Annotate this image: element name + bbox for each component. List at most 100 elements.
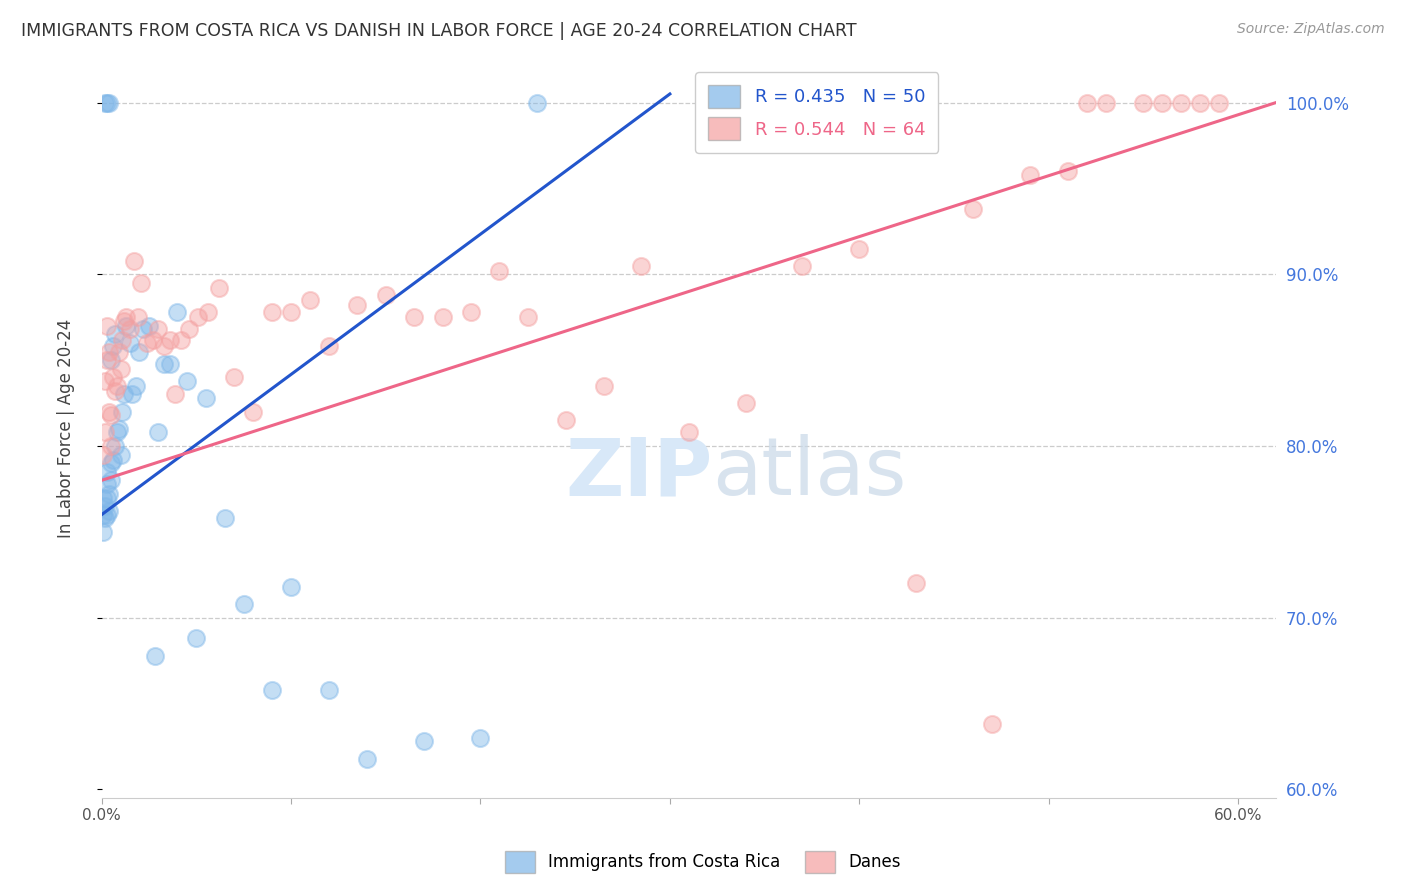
Point (96, 465, 118, 479)
Point (94, 95, 117, 110)
Point (107, 344, 129, 359)
Point (142, 333, 165, 347)
Point (107, 422, 129, 436)
Point (94, 511, 117, 525)
Point (96, 508, 118, 522)
Point (98, 487, 121, 501)
Point (122, 253, 145, 268)
Point (214, 511, 236, 525)
Point (104, 327, 127, 342)
Point (124, 379, 146, 393)
Point (1170, 95, 1192, 110)
Point (115, 318, 138, 333)
Point (105, 425, 128, 440)
Point (148, 425, 170, 440)
Point (1132, 95, 1154, 110)
Legend: Immigrants from Costa Rica, Danes: Immigrants from Costa Rica, Danes (498, 845, 908, 880)
Point (170, 333, 193, 347)
Point (153, 357, 176, 371)
Point (100, 439, 122, 453)
Point (136, 335, 159, 350)
Point (962, 202, 984, 216)
Point (488, 264, 510, 278)
Point (110, 448, 132, 462)
Point (98, 344, 121, 359)
Point (93, 508, 115, 522)
Point (94, 499, 117, 513)
Point (100, 456, 122, 470)
Point (98, 504, 121, 518)
Point (1056, 164, 1078, 178)
Point (1189, 95, 1212, 110)
Point (101, 339, 124, 353)
Point (734, 396, 756, 410)
Point (981, 717, 1004, 731)
Point (460, 305, 482, 319)
Point (94, 374, 117, 388)
Point (1208, 95, 1230, 110)
Point (176, 374, 198, 388)
Point (404, 310, 426, 325)
Point (111, 405, 134, 419)
Point (159, 333, 181, 347)
Text: ZIP: ZIP (565, 434, 713, 512)
Point (93, 491, 115, 505)
Point (112, 387, 135, 401)
Point (318, 682, 340, 697)
Point (104, 439, 127, 453)
Point (100, 408, 122, 422)
Point (165, 387, 187, 401)
Point (94, 425, 117, 440)
Legend: R = 0.435   N = 50, R = 0.544   N = 64: R = 0.435 N = 50, R = 0.544 N = 64 (696, 72, 938, 153)
Point (630, 259, 652, 273)
Text: IMMIGRANTS FROM COSTA RICA VS DANISH IN LABOR FORCE | AGE 20-24 CORRELATION CHAR: IMMIGRANTS FROM COSTA RICA VS DANISH IN … (21, 22, 856, 40)
Point (1152, 95, 1174, 110)
Point (138, 318, 160, 333)
Point (131, 276, 153, 290)
Point (98, 95, 121, 110)
Point (905, 576, 928, 591)
Point (143, 648, 166, 663)
Point (526, 95, 548, 110)
Point (93, 448, 115, 462)
Point (792, 259, 814, 273)
Point (166, 305, 188, 319)
Point (242, 405, 264, 419)
Point (121, 387, 143, 401)
Point (96, 353, 118, 368)
Point (194, 391, 217, 405)
Point (346, 298, 368, 312)
Point (224, 370, 246, 384)
Point (100, 353, 122, 368)
Text: Source: ZipAtlas.com: Source: ZipAtlas.com (1237, 22, 1385, 37)
Point (197, 305, 219, 319)
Point (412, 734, 434, 748)
Point (101, 370, 124, 384)
Point (177, 322, 200, 336)
Point (318, 339, 340, 353)
Point (592, 379, 614, 393)
Point (554, 413, 576, 427)
Point (678, 425, 700, 440)
Point (111, 333, 134, 347)
Point (96, 95, 118, 110)
Point (186, 632, 208, 646)
Point (159, 357, 181, 371)
Point (848, 242, 870, 256)
Point (132, 322, 155, 336)
Point (118, 335, 141, 350)
Point (208, 281, 231, 295)
Point (262, 305, 284, 319)
Point (280, 305, 302, 319)
Point (93, 524, 115, 539)
Point (187, 310, 209, 325)
Point (96, 476, 118, 491)
Point (96, 491, 118, 505)
Point (298, 293, 321, 307)
Point (1076, 95, 1098, 110)
Point (470, 731, 492, 745)
Y-axis label: In Labor Force | Age 20-24: In Labor Force | Age 20-24 (58, 319, 75, 539)
Point (115, 310, 138, 325)
Text: atlas: atlas (713, 434, 907, 512)
Point (118, 322, 141, 336)
